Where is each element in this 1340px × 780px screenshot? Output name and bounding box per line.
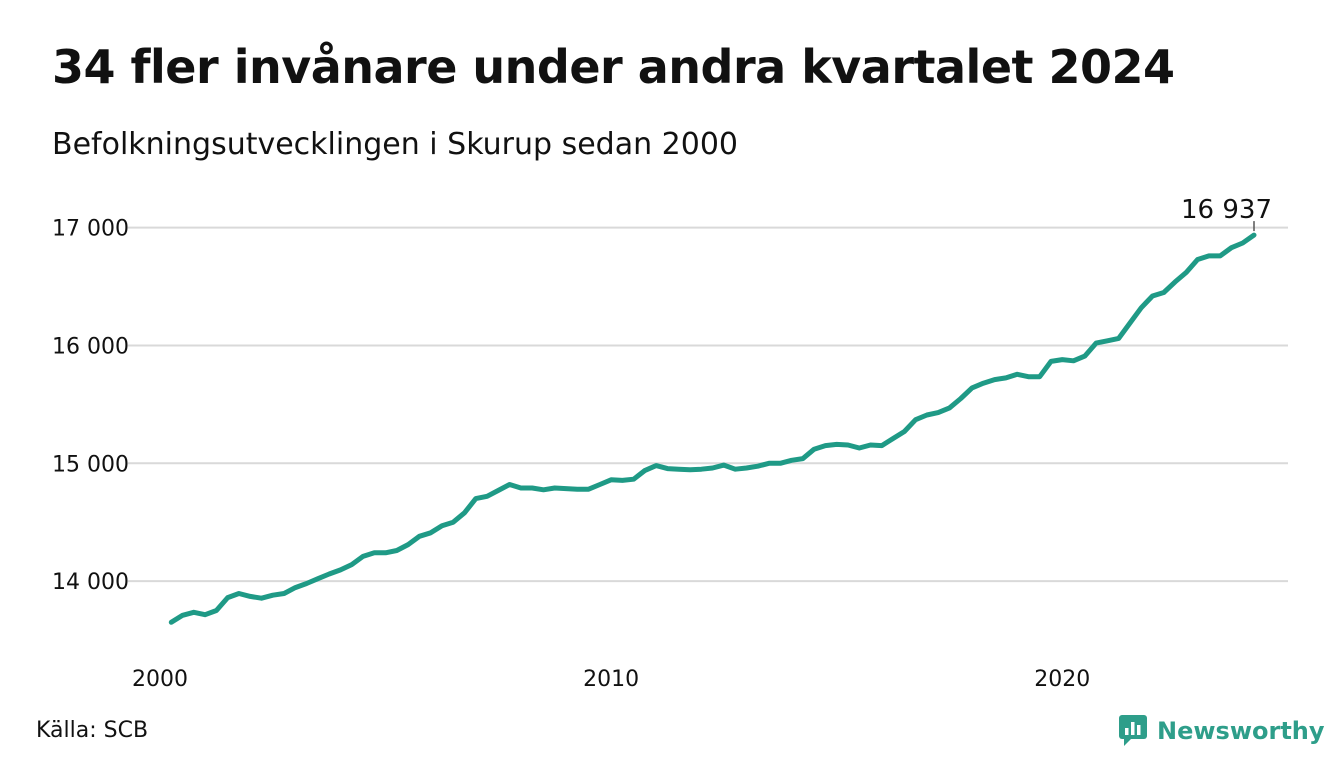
y-tick-label-2: 16 000 xyxy=(52,334,129,359)
chart-subtitle: Befolkningsutvecklingen i Skurup sedan 2… xyxy=(52,127,739,162)
gridlines xyxy=(128,226,1288,583)
x-tick-label-0: 2000 xyxy=(132,667,188,692)
x-tick-label-2: 2020 xyxy=(1034,667,1090,692)
annotation-layer: 16 937 xyxy=(1181,195,1272,232)
series-line-0 xyxy=(168,232,1257,625)
last-value-label: 16 937 xyxy=(1181,195,1272,225)
y-tick-label-0: 14 000 xyxy=(52,570,129,595)
x-axis-labels: 2000 2010 2020 xyxy=(132,667,1090,692)
chart-title: 34 fler invånare under andra kvartalet 2… xyxy=(52,40,1175,94)
brand-name: Newsworthy xyxy=(1157,717,1325,745)
x-tick-label-1: 2010 xyxy=(583,667,639,692)
y-tick-label-3: 17 000 xyxy=(52,217,129,242)
y-tick-label-1: 15 000 xyxy=(52,452,129,477)
series-layer xyxy=(168,232,1257,625)
source-note: Källa: SCB xyxy=(36,718,149,743)
newsworthy-logo: Newsworthy xyxy=(1118,714,1325,748)
y-axis-labels: 14 000 15 000 16 000 17 000 xyxy=(52,217,129,595)
bar-chart-speech-bubble-icon xyxy=(1119,715,1147,746)
